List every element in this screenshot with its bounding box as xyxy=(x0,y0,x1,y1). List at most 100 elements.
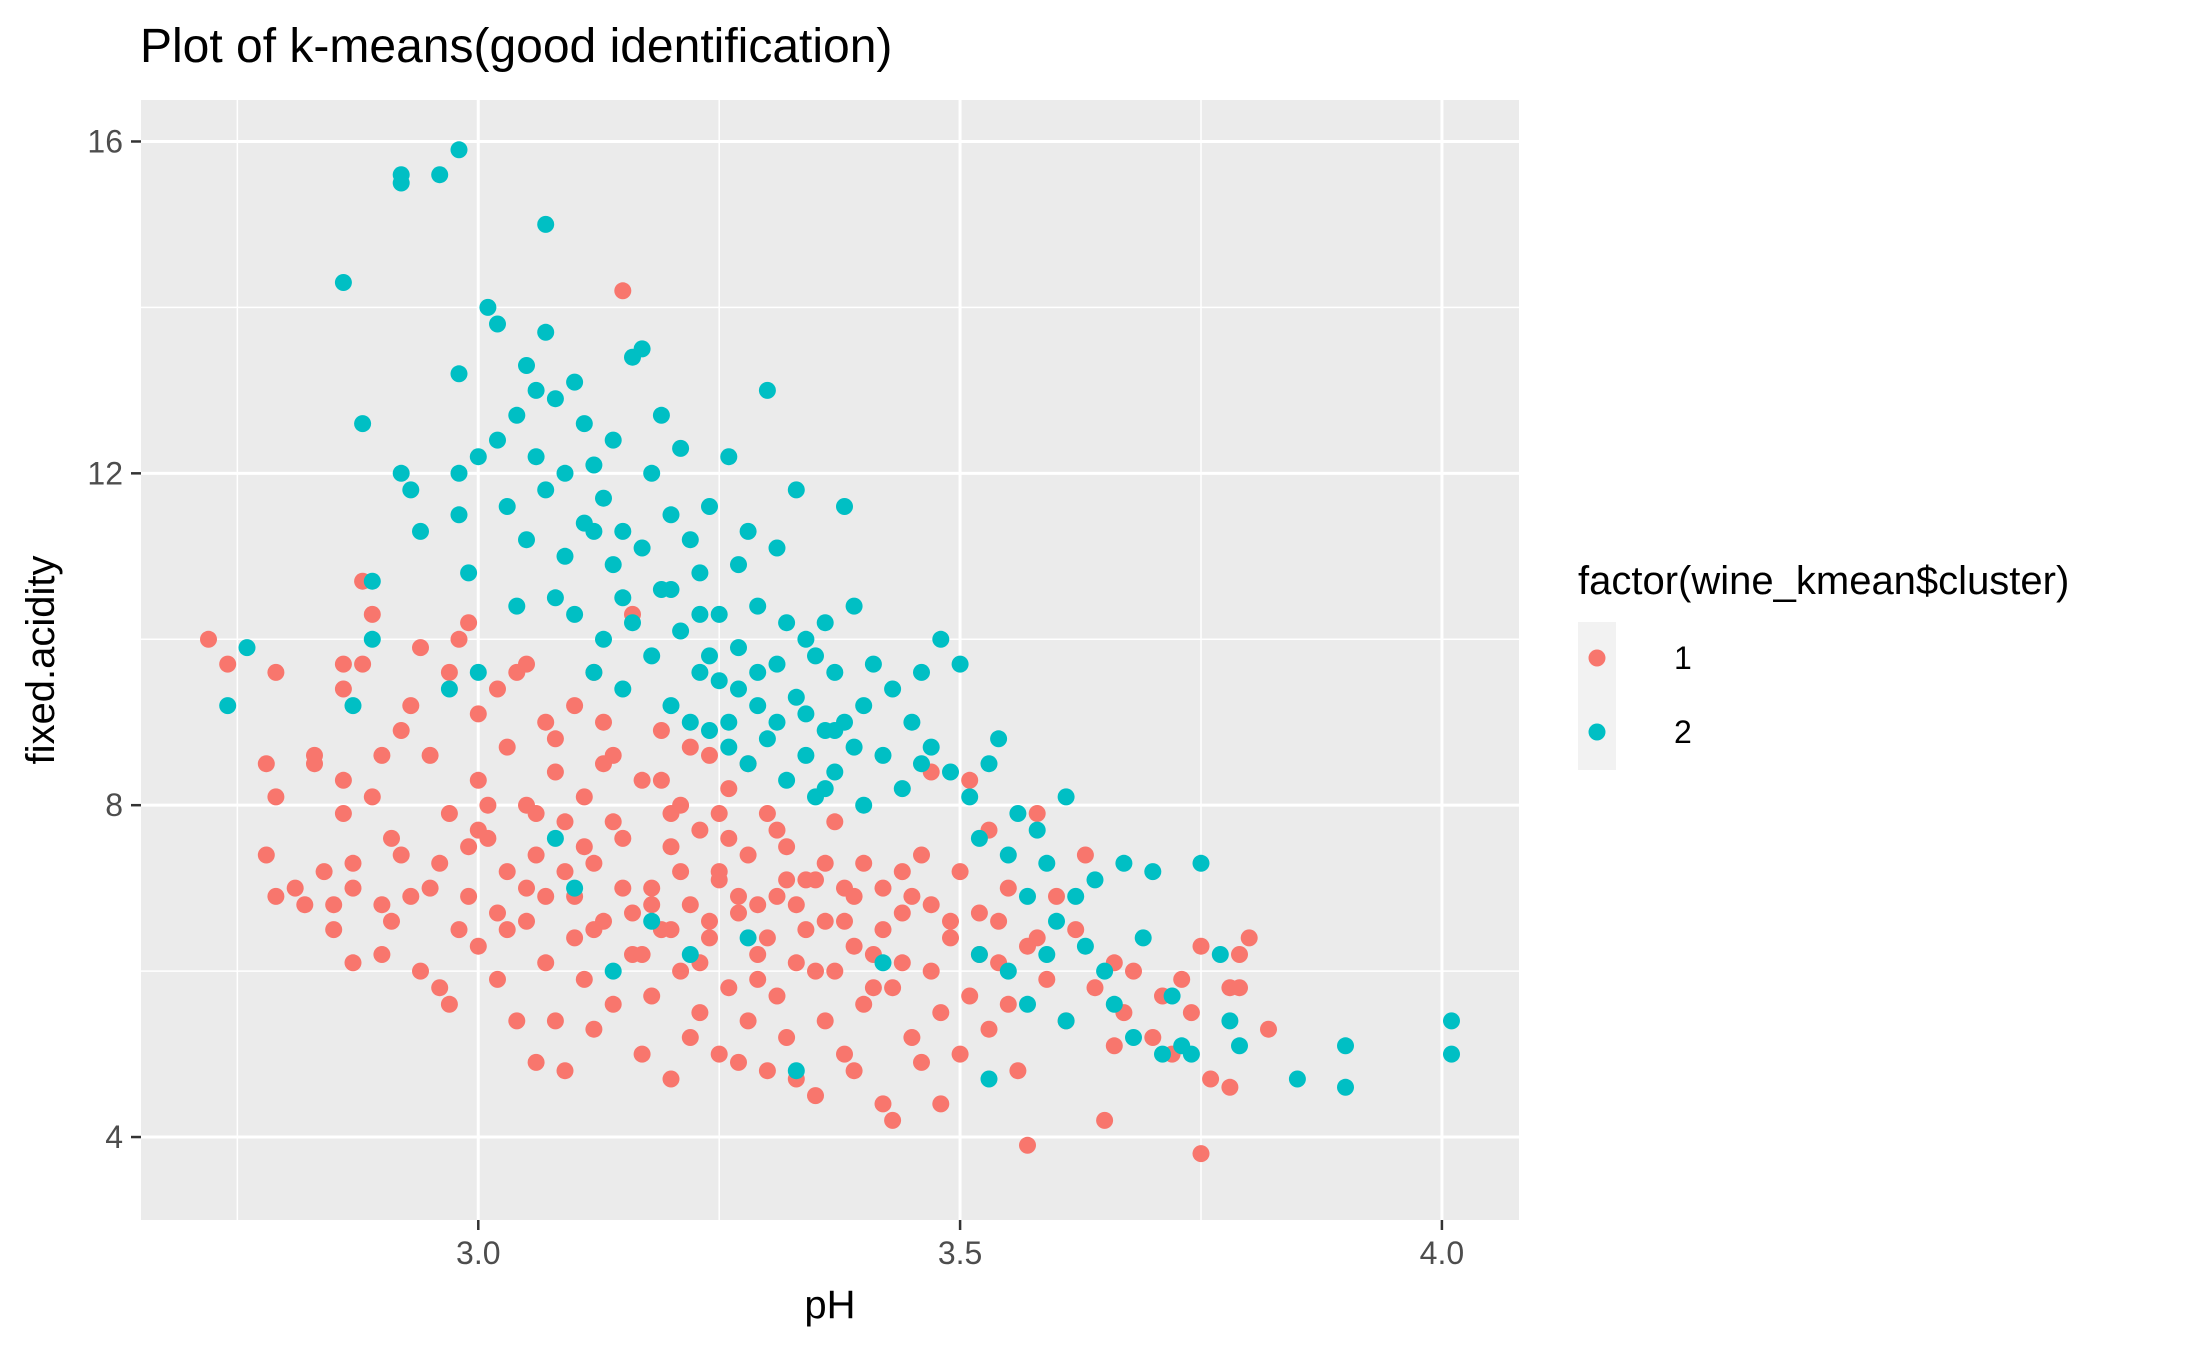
data-point-series-1 xyxy=(200,630,217,648)
data-point-series-2 xyxy=(546,390,564,408)
data-point-series-2 xyxy=(652,406,670,424)
data-point-series-2 xyxy=(826,722,844,739)
data-point-series-2 xyxy=(903,713,921,731)
data-point-series-2 xyxy=(363,630,381,648)
data-point-series-2 xyxy=(546,589,564,607)
data-point-series-2 xyxy=(662,581,680,598)
data-point-series-1 xyxy=(1028,929,1046,947)
data-point-series-1 xyxy=(267,887,285,905)
data-point-series-2 xyxy=(392,464,410,482)
data-point-series-1 xyxy=(691,1004,709,1022)
data-point-series-2 xyxy=(508,406,526,424)
data-point-series-2 xyxy=(1192,854,1210,872)
data-point-series-1 xyxy=(652,722,670,739)
data-point-series-1 xyxy=(662,1070,680,1088)
data-point-series-1 xyxy=(884,979,902,997)
data-point-series-2 xyxy=(1019,995,1036,1013)
legend-label-1: 1 xyxy=(1674,640,1692,676)
x-tick-label: 4.0 xyxy=(1420,1235,1464,1271)
data-point-series-1 xyxy=(864,979,882,997)
data-point-series-2 xyxy=(354,415,372,433)
data-point-series-2 xyxy=(999,846,1017,864)
data-point-series-2 xyxy=(1048,912,1065,930)
data-point-series-2 xyxy=(1038,946,1056,963)
data-point-series-1 xyxy=(537,954,555,972)
y-tick-label: 16 xyxy=(87,123,123,159)
data-point-series-1 xyxy=(1067,921,1085,939)
data-point-series-1 xyxy=(710,1045,728,1063)
data-point-series-2 xyxy=(595,630,612,648)
data-point-series-1 xyxy=(383,829,400,847)
data-point-series-1 xyxy=(440,995,458,1013)
data-point-series-1 xyxy=(556,813,574,831)
data-point-series-1 xyxy=(1076,846,1094,864)
data-point-series-1 xyxy=(257,846,275,864)
data-point-series-1 xyxy=(797,871,815,889)
data-point-series-2 xyxy=(1144,863,1162,881)
data-point-series-2 xyxy=(999,962,1017,980)
data-point-series-1 xyxy=(363,605,381,623)
data-point-series-1 xyxy=(460,887,478,905)
data-point-series-1 xyxy=(999,879,1017,897)
x-axis-title: pH xyxy=(804,1283,855,1327)
data-point-series-2 xyxy=(624,614,641,632)
data-point-series-2 xyxy=(1086,871,1104,889)
data-point-series-1 xyxy=(344,854,362,872)
data-point-series-2 xyxy=(537,481,555,499)
data-point-series-2 xyxy=(334,274,352,291)
data-point-series-2 xyxy=(489,315,506,333)
data-point-series-1 xyxy=(701,929,718,947)
data-point-series-2 xyxy=(604,962,622,980)
data-point-series-1 xyxy=(267,663,285,681)
data-point-series-1 xyxy=(1096,1111,1114,1129)
data-point-series-2 xyxy=(749,697,767,715)
data-point-series-2 xyxy=(1125,1029,1142,1046)
data-point-series-1 xyxy=(662,921,680,939)
data-point-series-2 xyxy=(961,788,979,806)
data-point-series-2 xyxy=(681,713,699,731)
data-point-series-2 xyxy=(797,746,815,764)
data-point-series-2 xyxy=(874,954,892,972)
data-point-series-2 xyxy=(469,663,487,681)
data-point-series-1 xyxy=(518,879,535,897)
data-point-series-2 xyxy=(392,174,410,192)
data-point-series-1 xyxy=(749,970,767,988)
data-point-series-1 xyxy=(874,1095,892,1113)
data-point-series-1 xyxy=(672,863,690,881)
data-point-series-1 xyxy=(701,912,718,930)
data-point-series-1 xyxy=(710,863,728,881)
data-point-series-1 xyxy=(518,912,535,930)
legend-entries: 12 xyxy=(1578,622,1692,770)
data-point-series-2 xyxy=(951,655,969,673)
data-point-series-2 xyxy=(643,464,661,482)
data-point-series-2 xyxy=(633,539,651,557)
data-point-series-1 xyxy=(884,1111,902,1129)
data-point-series-1 xyxy=(354,655,372,673)
data-point-series-1 xyxy=(710,805,728,822)
data-point-series-2 xyxy=(1057,788,1075,806)
data-point-series-2 xyxy=(1288,1070,1306,1088)
data-point-series-1 xyxy=(787,896,805,914)
data-point-series-2 xyxy=(1105,995,1123,1013)
data-point-series-1 xyxy=(980,1020,998,1038)
data-point-series-1 xyxy=(325,896,343,914)
data-point-series-2 xyxy=(807,647,824,665)
data-point-series-1 xyxy=(990,912,1008,930)
data-point-series-1 xyxy=(807,962,824,980)
data-point-series-2 xyxy=(884,680,902,698)
data-point-series-1 xyxy=(421,879,439,897)
data-point-series-2 xyxy=(469,448,487,466)
data-point-series-1 xyxy=(575,838,593,856)
data-point-series-2 xyxy=(739,755,757,773)
data-point-series-1 xyxy=(595,713,612,731)
data-point-series-1 xyxy=(537,887,555,905)
data-point-series-1 xyxy=(373,946,391,963)
data-point-series-2 xyxy=(1134,929,1152,947)
data-point-series-2 xyxy=(238,639,256,657)
y-tick-label: 4 xyxy=(105,1119,123,1155)
data-point-series-2 xyxy=(460,564,478,582)
data-point-series-2 xyxy=(681,531,699,549)
data-point-series-1 xyxy=(546,763,564,781)
data-point-series-1 xyxy=(826,962,844,980)
data-point-series-1 xyxy=(306,755,323,773)
